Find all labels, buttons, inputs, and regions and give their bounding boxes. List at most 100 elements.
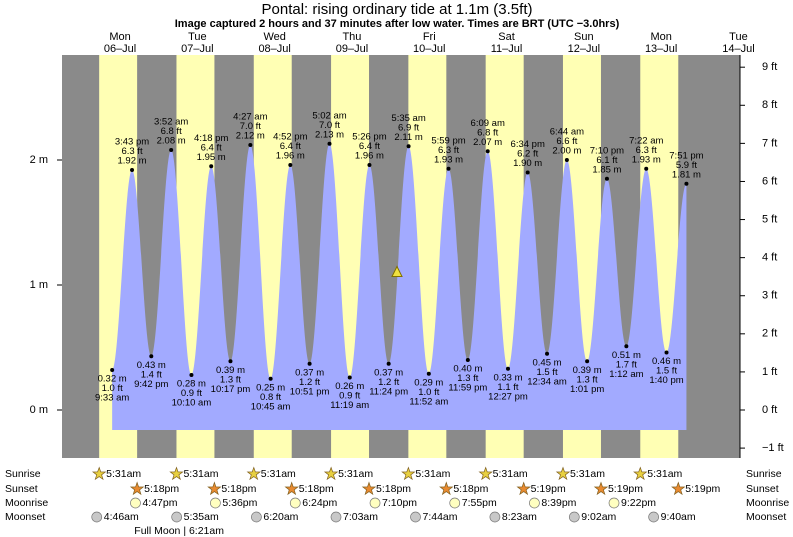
- tide-point: [209, 164, 214, 169]
- y2-tick-label: 9 ft: [762, 61, 777, 73]
- sun-icon: [478, 466, 493, 481]
- tide-label: 1.85 m: [592, 164, 621, 175]
- tide-point: [169, 148, 174, 152]
- tide-point: [228, 359, 233, 364]
- tide-label: 3:43 pm: [115, 137, 149, 148]
- tide-point: [307, 361, 312, 366]
- tide-label: 2.07 m: [473, 137, 502, 148]
- tide-point: [446, 166, 451, 171]
- tide-point: [664, 350, 669, 355]
- tide-label: 0.29 m: [414, 377, 443, 388]
- tide-label: 5:02 am: [312, 110, 346, 121]
- sun-icon: [633, 466, 648, 481]
- moonset-time: 6:20am: [263, 511, 298, 523]
- tide-label: 0.33 m: [493, 372, 522, 383]
- row-label: Moonrise: [5, 497, 48, 509]
- row-label: Sunrise: [5, 468, 41, 480]
- moonrise-icon: [130, 497, 141, 509]
- tide-label: 1.95 m: [197, 152, 226, 163]
- tide-label: 4:18 pm: [194, 133, 228, 144]
- tide-point: [525, 170, 530, 175]
- moonrise-icon: [289, 497, 301, 509]
- y-tick-label: 0 m: [30, 404, 48, 416]
- tide-point: [624, 344, 629, 349]
- tide-label: 5:59 pm: [431, 135, 465, 146]
- y2-tick-label: 1 ft: [762, 366, 777, 378]
- tide-label: 0.39 m: [573, 365, 602, 376]
- tide-point: [406, 144, 411, 149]
- day-weekday: Mon: [650, 31, 671, 43]
- sun-icon: [439, 481, 454, 496]
- moonrise-time: 8:39pm: [541, 497, 576, 509]
- sunrise-time: 5:31am: [570, 468, 605, 480]
- moonrise-time: 6:24pm: [302, 497, 337, 509]
- tide-label: 1.0 ft: [102, 383, 123, 394]
- moonset-icon: [91, 511, 103, 523]
- sunset-time: 5:18pm: [299, 483, 334, 495]
- y-tick-label: 2 m: [30, 154, 48, 166]
- sunset-time: 5:19pm: [531, 483, 566, 495]
- tide-label: 6.3 ft: [121, 146, 142, 157]
- row-label: Sunrise: [746, 468, 782, 480]
- tide-label: 7:10 pm: [590, 145, 624, 156]
- tide-label: 0.45 m: [533, 357, 562, 368]
- sun-icon: [246, 466, 262, 481]
- tide-point: [684, 181, 689, 186]
- tide-label: 0.28 m: [177, 379, 206, 390]
- sun-icon: [516, 481, 531, 496]
- moonrise-time: 4:47pm: [142, 497, 177, 509]
- tide-label: 6:09 am: [471, 118, 505, 129]
- tide-label: 1.3 ft: [220, 374, 241, 385]
- tide-label: 1.90 m: [513, 158, 542, 169]
- sun-icon: [129, 481, 145, 496]
- tide-point: [130, 168, 135, 172]
- tide-label: 1.2 ft: [299, 377, 320, 388]
- tide-label: 12:27 pm: [488, 391, 528, 402]
- day-weekday: Sat: [498, 31, 515, 43]
- moonset-time: 8:23am: [502, 511, 537, 523]
- tide-label: 0.39 m: [216, 365, 245, 376]
- day-date: 11–Jul: [491, 43, 523, 55]
- y2-tick-label: 6 ft: [762, 175, 777, 187]
- y2-tick-label: 5 ft: [762, 213, 777, 225]
- tide-point: [465, 358, 470, 362]
- moonset-icon: [251, 511, 262, 523]
- tide-label: 6.2 ft: [517, 149, 538, 160]
- row-label: Sunset: [746, 483, 779, 495]
- tide-point: [268, 376, 273, 381]
- tide-label: 0.9 ft: [339, 391, 360, 402]
- tide-label: 0.40 m: [453, 364, 482, 375]
- tide-label: 1.0 ft: [418, 387, 439, 398]
- moonset-time: 4:46am: [104, 511, 139, 523]
- tide-point: [189, 373, 194, 377]
- day-weekday: Mon: [109, 31, 130, 43]
- current-level-marker: [391, 265, 403, 277]
- tide-label: 1.81 m: [672, 169, 701, 180]
- tide-label: 6.9 ft: [398, 122, 419, 133]
- row-label: Sunset: [5, 483, 38, 495]
- tide-label: 9:33 am: [95, 393, 129, 404]
- tide-label: 2.11 m: [394, 132, 422, 143]
- y2-tick-label: 3 ft: [762, 290, 777, 302]
- tide-point: [545, 351, 550, 356]
- tide-label: 0.51 m: [612, 350, 641, 361]
- tide-point: [110, 368, 115, 372]
- moonrise-icon: [369, 497, 381, 509]
- day-date: 14–Jul: [722, 43, 754, 55]
- tide-label: 11:19 am: [330, 400, 369, 411]
- tide-label: 10:10 am: [172, 398, 212, 409]
- tide-label: 0.26 m: [335, 381, 364, 392]
- sun-icon: [207, 481, 222, 496]
- tide-point: [564, 158, 569, 162]
- tide-point: [644, 166, 649, 171]
- day-weekday: Sun: [574, 31, 594, 43]
- tide-label: 6:44 am: [550, 127, 584, 138]
- sun-icon: [671, 481, 686, 496]
- tide-point: [149, 354, 154, 359]
- full-moon: Full Moon | 6:21am: [134, 525, 224, 537]
- sunrise-time: 5:31am: [415, 468, 450, 480]
- tide-label: 3:52 am: [154, 117, 188, 128]
- y2-tick-label: 7 ft: [762, 137, 777, 149]
- tide-point: [288, 163, 293, 167]
- sunset-time: 5:18pm: [221, 483, 256, 495]
